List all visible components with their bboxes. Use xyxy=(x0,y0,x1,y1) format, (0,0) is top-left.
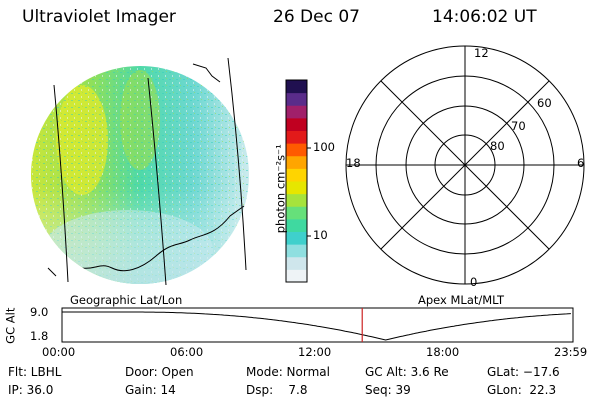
mlat-label-80: 80 xyxy=(490,139,505,153)
colorbar-segment xyxy=(286,105,307,119)
mlt-label-right: 6 xyxy=(577,156,585,170)
mlt-label-bottom: 0 xyxy=(470,275,478,289)
colorbar-segment xyxy=(286,231,307,245)
colorbar-segment xyxy=(286,218,307,232)
colorbar-segment xyxy=(286,155,307,169)
date-label: 26 Dec 07 xyxy=(273,7,360,27)
colorbar-segment xyxy=(286,269,307,283)
x-tick-1200: 12:00 xyxy=(298,345,332,359)
colorbar-unit-label: photon cm⁻²s⁻¹ xyxy=(273,144,288,234)
colorbar-label-10: 10 xyxy=(313,228,328,242)
colorbar-segment xyxy=(286,206,307,220)
colorbar-segment xyxy=(286,117,307,131)
x-tick-2359: 23:59 xyxy=(554,345,588,359)
apex-label: Apex MLat/MLT xyxy=(418,293,505,307)
status-door: Door: Open xyxy=(125,365,194,379)
colorbar-segment xyxy=(286,181,307,195)
colorbar-segment xyxy=(286,130,307,144)
status-dsp: Dsp: 7.8 xyxy=(246,383,308,397)
altitude-plot xyxy=(61,307,574,343)
x-tick-0600: 06:00 xyxy=(170,345,204,359)
status-seq: Seq: 39 xyxy=(365,383,411,397)
status-filter: Flt: LBHL xyxy=(8,365,62,379)
colorbar-segment xyxy=(286,80,307,94)
mlat-label-70: 70 xyxy=(511,119,526,133)
uv-earth-image xyxy=(31,57,249,286)
colorbar-segment xyxy=(286,168,307,182)
colorbar-segment xyxy=(286,143,307,157)
status-gc-alt: GC Alt: 3.6 Re xyxy=(365,365,449,379)
status-glon: GLon: 22.3 xyxy=(487,383,557,397)
x-tick-0000: 00:00 xyxy=(42,345,76,359)
status-gain: Gain: 14 xyxy=(125,383,176,397)
colorbar-segment xyxy=(286,92,307,106)
status-ip: IP: 36.0 xyxy=(8,383,54,397)
y-tick-1-8: 1.8 xyxy=(30,329,49,343)
colorbar-segment xyxy=(286,244,307,258)
status-glat: GLat: −17.6 xyxy=(487,365,560,379)
colorbar xyxy=(286,80,307,283)
time-label: 14:06:02 UT xyxy=(432,7,537,27)
colorbar-segment xyxy=(286,256,307,270)
gc-alt-axis-title: GC Alt xyxy=(3,307,18,344)
x-tick-1800: 18:00 xyxy=(426,345,460,359)
y-tick-9: 9.0 xyxy=(30,305,49,319)
status-mode: Mode: Normal xyxy=(246,365,330,379)
polar-grid xyxy=(345,45,585,285)
mlt-label-left: 18 xyxy=(346,156,361,170)
colorbar-segment xyxy=(286,193,307,207)
mlat-label-60: 60 xyxy=(537,96,552,110)
colorbar-label-100: 100 xyxy=(313,140,335,154)
imager-title: Ultraviolet Imager xyxy=(22,7,176,27)
colorbar-frame xyxy=(285,79,308,283)
geographic-label: Geographic Lat/Lon xyxy=(70,293,183,307)
mlt-label-top: 12 xyxy=(474,46,489,60)
